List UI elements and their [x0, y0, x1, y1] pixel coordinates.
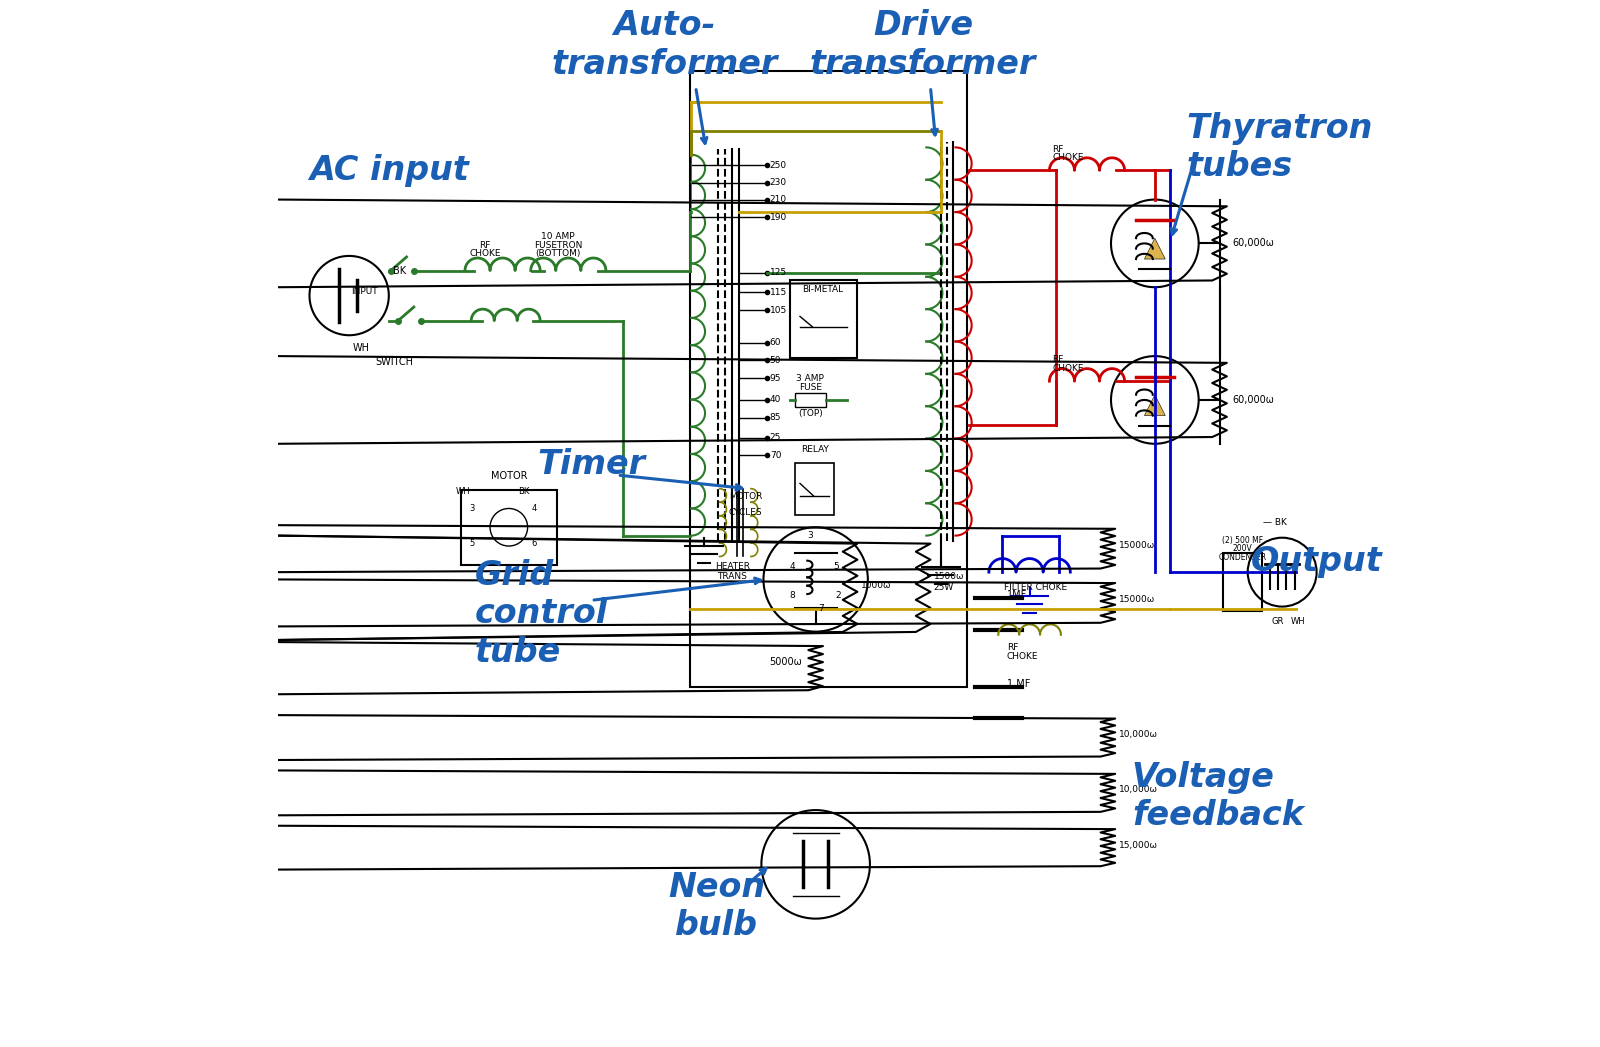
Text: CYCLES: CYCLES: [730, 508, 763, 517]
Text: 2: 2: [835, 592, 842, 600]
Text: RF: RF: [1053, 355, 1064, 364]
Bar: [795, 463, 835, 515]
Text: BI-METAL: BI-METAL: [802, 286, 843, 294]
Text: 1000ω: 1000ω: [861, 581, 891, 589]
Text: MOTOR: MOTOR: [730, 492, 763, 502]
Text: Output: Output: [1251, 545, 1382, 578]
Text: 10,000ω: 10,000ω: [1120, 730, 1158, 739]
Text: 210: 210: [770, 195, 787, 204]
Text: 15,000ω: 15,000ω: [1120, 841, 1158, 850]
Text: AC input: AC input: [309, 154, 469, 186]
Text: 4: 4: [531, 504, 538, 513]
Text: BK: BK: [518, 487, 530, 496]
Text: TRANS: TRANS: [717, 573, 747, 581]
Bar: [789, 280, 858, 358]
Text: 6: 6: [531, 539, 538, 548]
Text: CHOKE: CHOKE: [1053, 153, 1085, 162]
Text: SWITCH: SWITCH: [376, 357, 413, 367]
Text: Timer: Timer: [538, 448, 645, 482]
Text: GR: GR: [1272, 618, 1285, 626]
Text: Grid
control
tube: Grid control tube: [474, 559, 608, 669]
Text: 8: 8: [790, 592, 795, 600]
Text: RF: RF: [1006, 644, 1018, 652]
Text: 190: 190: [770, 213, 787, 222]
Text: Neon
bulb: Neon bulb: [667, 870, 765, 941]
Text: 5: 5: [834, 562, 840, 571]
Bar: [461, 490, 557, 564]
Text: CHOKE: CHOKE: [1053, 363, 1085, 373]
Bar: [1222, 554, 1262, 610]
Text: CHOKE: CHOKE: [469, 249, 501, 258]
Text: Thyratron
tubes: Thyratron tubes: [1186, 112, 1373, 183]
Text: 4: 4: [790, 562, 795, 571]
Text: CONDENSER: CONDENSER: [1219, 553, 1267, 561]
Text: 60: 60: [770, 338, 781, 347]
Text: 3 AMP: 3 AMP: [797, 374, 824, 383]
Text: 85: 85: [770, 414, 781, 422]
Bar: [691, 71, 966, 687]
Text: 25W: 25W: [933, 583, 954, 592]
Text: CHOKE: CHOKE: [1006, 652, 1038, 661]
Text: WH: WH: [456, 487, 470, 496]
Text: 250: 250: [770, 160, 787, 170]
Text: 25: 25: [770, 433, 781, 442]
Text: 1MF: 1MF: [1006, 591, 1027, 600]
Text: (TOP): (TOP): [798, 408, 822, 418]
Text: 15000ω: 15000ω: [1120, 596, 1155, 604]
Text: (2) 500 MF: (2) 500 MF: [1222, 536, 1262, 544]
Text: BK: BK: [394, 266, 406, 275]
Text: HEATER: HEATER: [715, 562, 750, 571]
Text: 230: 230: [770, 178, 787, 187]
Text: 10 AMP: 10 AMP: [541, 232, 574, 241]
Text: 10,000ω: 10,000ω: [1120, 785, 1158, 795]
Text: 200V: 200V: [1232, 544, 1253, 553]
Text: RF: RF: [1053, 144, 1064, 154]
Text: (BOTTOM): (BOTTOM): [534, 249, 581, 258]
Text: 7: 7: [818, 604, 824, 612]
Text: 5000ω: 5000ω: [768, 658, 802, 667]
Text: 125: 125: [770, 268, 787, 277]
Text: 3: 3: [808, 531, 813, 539]
Text: FUSETRON: FUSETRON: [534, 241, 582, 249]
Text: 50: 50: [770, 356, 781, 364]
Text: 95: 95: [770, 374, 781, 382]
Text: Voltage
feedback: Voltage feedback: [1131, 761, 1304, 832]
Text: Auto-
transformer: Auto- transformer: [550, 9, 778, 81]
Text: 105: 105: [770, 306, 787, 315]
Text: 1500ω: 1500ω: [933, 573, 965, 581]
Text: 3: 3: [469, 504, 475, 513]
Text: RF: RF: [478, 241, 491, 249]
Text: 60,000ω: 60,000ω: [1232, 239, 1274, 248]
Text: WH: WH: [352, 342, 370, 353]
Polygon shape: [1144, 395, 1165, 416]
Text: 5: 5: [469, 539, 475, 548]
Text: 15000ω: 15000ω: [1120, 541, 1155, 550]
Text: INPUT: INPUT: [352, 287, 378, 296]
Text: RELAY: RELAY: [800, 445, 829, 454]
Text: WH: WH: [1291, 618, 1306, 626]
Text: 1 MF: 1 MF: [1006, 678, 1030, 689]
Text: 70: 70: [770, 451, 781, 460]
Polygon shape: [1144, 238, 1165, 259]
Text: FILTER CHOKE: FILTER CHOKE: [1003, 583, 1067, 592]
Text: 40: 40: [770, 396, 781, 404]
Text: — BK: — BK: [1264, 518, 1288, 528]
Bar: [795, 393, 826, 407]
Text: Drive
transformer: Drive transformer: [810, 9, 1037, 81]
Text: MOTOR: MOTOR: [491, 471, 526, 482]
Text: 60,000ω: 60,000ω: [1232, 395, 1274, 405]
Text: FUSE: FUSE: [798, 382, 822, 392]
Text: 115: 115: [770, 288, 787, 297]
